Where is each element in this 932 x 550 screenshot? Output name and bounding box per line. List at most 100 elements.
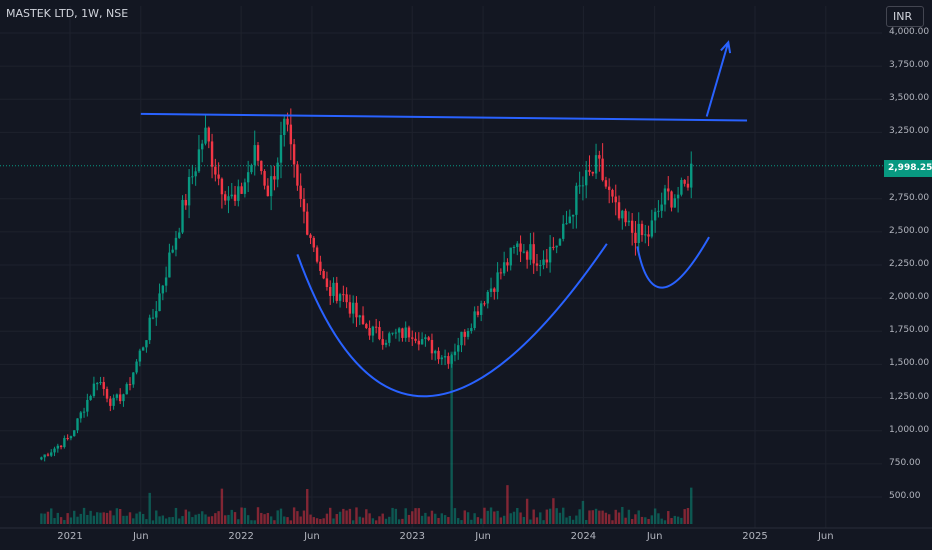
candle-body: [141, 347, 145, 351]
y-tick-label: 1,000.00: [889, 424, 930, 435]
volume-bar: [617, 512, 621, 524]
volume-bar: [581, 500, 585, 524]
candle-body: [289, 124, 293, 145]
volume-bar: [292, 507, 296, 524]
candle-body: [112, 397, 115, 406]
volume-bar: [240, 507, 243, 524]
volume-bar: [457, 518, 460, 524]
volume-bar: [479, 518, 483, 524]
volume-bar: [650, 515, 654, 524]
volume-bar: [210, 516, 214, 524]
volume-bar: [637, 510, 640, 524]
candle-body: [82, 411, 86, 413]
candle-body: [315, 247, 319, 262]
candle-body: [306, 211, 309, 235]
candle-body: [417, 340, 421, 345]
volume-bar: [158, 516, 161, 524]
volume-bar: [621, 506, 624, 524]
candle-body: [207, 127, 210, 142]
volume-bar: [545, 509, 549, 524]
candle-body: [43, 454, 46, 458]
candle-body: [640, 223, 644, 236]
volume-bar: [525, 498, 529, 524]
volume-bar: [217, 511, 220, 524]
volume-bar: [670, 518, 673, 524]
candle-body: [499, 272, 503, 274]
volume-bar: [535, 517, 539, 524]
candle-body: [233, 194, 237, 201]
drawings[interactable]: [140, 40, 748, 398]
volume-bar: [640, 516, 644, 524]
candle-body: [312, 237, 316, 248]
volume-bar: [99, 512, 102, 524]
candle-body: [138, 350, 142, 362]
volume-bar: [332, 518, 335, 524]
candle-body: [299, 185, 302, 199]
candle-body: [86, 399, 89, 412]
volume-bar: [548, 508, 552, 524]
candle-body: [319, 261, 322, 271]
candle-body: [575, 185, 578, 215]
candle-body: [335, 282, 338, 301]
currency-button[interactable]: INR: [886, 6, 924, 27]
volume-bar: [378, 516, 381, 524]
volume-bar: [243, 507, 247, 524]
candle-body: [348, 302, 352, 314]
volume-bar: [463, 510, 466, 524]
candle-body: [145, 340, 148, 348]
candle-body: [59, 445, 63, 448]
candle-body: [453, 351, 457, 356]
y-tick-label: 2,000.00: [889, 292, 930, 303]
volume-bar: [246, 515, 250, 524]
candle-body: [502, 262, 506, 274]
candle-body: [273, 176, 276, 180]
volume-bar: [89, 510, 92, 524]
volume-bar: [322, 518, 325, 524]
volume-bar: [427, 516, 430, 524]
x-tick-label: 2021: [57, 531, 83, 542]
candle-body: [404, 327, 407, 338]
volume-bar: [214, 513, 217, 524]
volume-bar: [624, 517, 627, 524]
candle-body: [174, 237, 178, 250]
volume-bar: [381, 513, 384, 524]
candle-body: [571, 214, 575, 217]
volume-bar: [470, 519, 473, 524]
volume-bar: [414, 508, 417, 524]
candle-body: [345, 294, 348, 303]
candle-body: [493, 288, 496, 292]
candle-body: [358, 315, 361, 318]
candle-body: [296, 164, 299, 186]
volume-bar: [197, 513, 201, 524]
volume-bar: [542, 520, 545, 524]
candle-body: [670, 191, 673, 208]
candle-body: [371, 326, 375, 336]
volume-bar: [40, 513, 43, 524]
candle-body: [342, 294, 345, 296]
candle-body: [676, 194, 680, 199]
volume-bar: [151, 520, 155, 524]
volume-bar: [397, 519, 401, 524]
candle-body: [79, 412, 82, 419]
volume-bar: [489, 507, 493, 524]
candle-body: [614, 196, 617, 203]
candle-body: [588, 170, 591, 172]
volume-bar: [388, 516, 391, 524]
volume-bar: [588, 510, 591, 524]
candle-body: [73, 430, 76, 437]
candle-body: [565, 223, 568, 225]
x-tick-label: 2022: [228, 531, 254, 542]
volume-bar: [486, 510, 489, 524]
volume-bar: [345, 510, 348, 524]
candle-body: [105, 388, 109, 399]
volume-bar: [276, 510, 279, 524]
volume-bar: [233, 512, 237, 524]
candle-body: [115, 394, 119, 398]
candle-body: [171, 249, 174, 253]
volume-bar: [178, 518, 181, 524]
candle-body: [325, 278, 329, 288]
candle-body: [552, 246, 555, 248]
candle-body: [627, 220, 631, 223]
volume-bar: [604, 512, 608, 524]
